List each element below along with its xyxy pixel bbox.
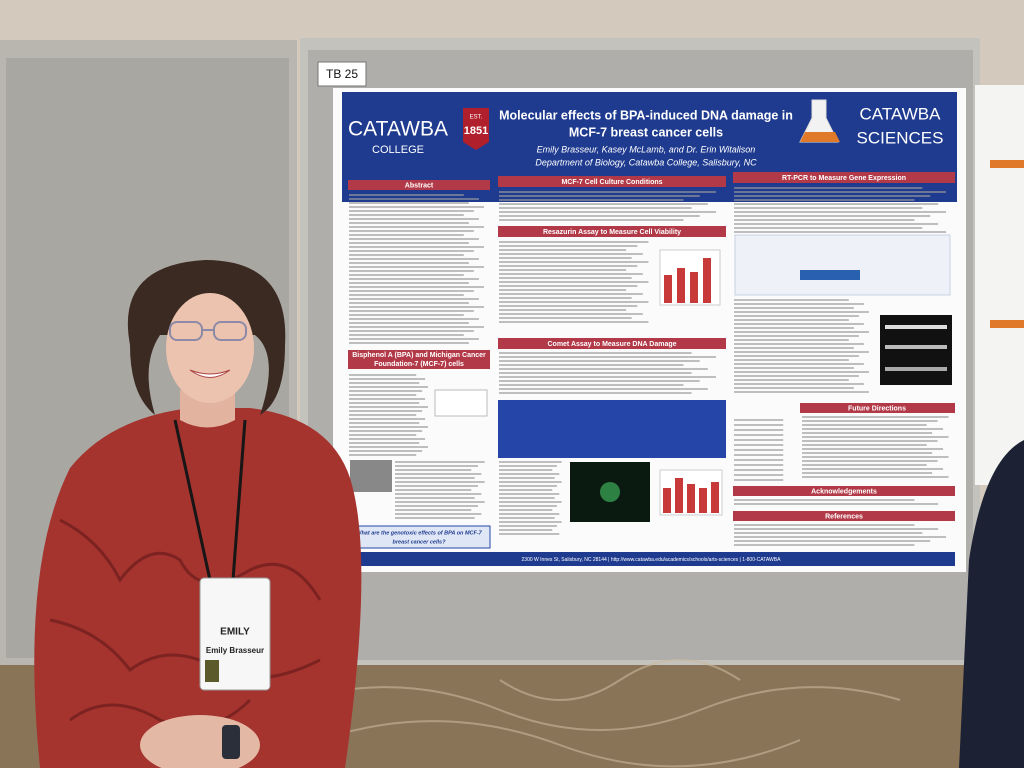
section-header-bar xyxy=(498,176,726,187)
section-header: Bisphenol A (BPA) and Michigan Cancer xyxy=(352,352,486,359)
section-header: RT-PCR to Measure Gene Expression xyxy=(782,175,906,182)
figure-bar xyxy=(687,484,695,513)
logo-shield xyxy=(463,108,489,150)
figure-bar xyxy=(663,488,671,513)
body-text xyxy=(349,187,949,546)
booth-label: TB 25 xyxy=(326,67,358,81)
footer-text: 2300 W Innes St, Salisbury, NC 28144 | h… xyxy=(522,557,782,563)
logo-name: CATAWBA xyxy=(348,118,448,141)
smile xyxy=(189,369,231,378)
logo-right: SCIENCES xyxy=(857,128,944,147)
section-header-bar xyxy=(348,350,490,369)
booth-label-card xyxy=(317,61,367,87)
badge-full-name: Emily Brasseur xyxy=(206,646,264,655)
section-header-bar xyxy=(348,180,490,190)
poster-affiliation: Department of Biology, Catawba College, … xyxy=(535,157,757,167)
section-header: References xyxy=(825,513,863,520)
figure-bar xyxy=(664,275,672,303)
question: What are the genotoxic effects of BPA on… xyxy=(356,530,482,536)
section-header: Acknowledgements xyxy=(811,488,877,495)
logo-right: CATAWBA xyxy=(860,104,942,123)
glasses xyxy=(169,321,247,341)
logo-est: EST. xyxy=(470,115,483,121)
section-header-bar xyxy=(498,226,726,237)
watch xyxy=(222,725,240,759)
section-header-bar xyxy=(733,486,955,496)
figure-bar xyxy=(703,258,711,303)
hair xyxy=(127,260,286,415)
section-header: MCF-7 Cell Culture Conditions xyxy=(561,179,662,186)
figure-bar xyxy=(690,272,698,303)
figure-bar xyxy=(711,482,719,513)
comet-cell xyxy=(600,482,620,502)
bpa-structure xyxy=(434,389,488,417)
section-header: Resazurin Assay to Measure Cell Viabilit… xyxy=(543,229,681,236)
logo-year: 1851 xyxy=(464,125,488,137)
logo-sub: COLLEGE xyxy=(372,144,424,156)
rtpcr-arrow xyxy=(800,270,860,280)
figure-bar xyxy=(675,478,683,513)
lanyard xyxy=(173,419,247,581)
poster-authors: Emily Brasseur, Kasey McLamb, and Dr. Er… xyxy=(537,144,756,154)
section-header: Foundation-7 (MCF-7) cells xyxy=(374,361,464,368)
dress xyxy=(34,408,362,768)
poster-title: MCF-7 breast cancer cells xyxy=(569,125,723,139)
hair-fringe xyxy=(150,275,270,300)
gel-band xyxy=(885,325,947,329)
neighbour-poster xyxy=(975,85,1024,485)
section-header-bar xyxy=(733,172,955,183)
neighbour-header xyxy=(990,320,1024,328)
face xyxy=(166,293,254,403)
gel-band xyxy=(885,367,947,371)
section-header: Comet Assay to Measure DNA Damage xyxy=(547,341,676,348)
carpet-pattern xyxy=(299,659,901,768)
flask-liquid xyxy=(800,132,840,142)
section-header-bar xyxy=(800,403,955,413)
section-header-bar xyxy=(733,511,955,521)
gel-band xyxy=(885,345,947,349)
badge-logo xyxy=(205,660,219,682)
figure-bar xyxy=(699,488,707,513)
question: breast cancer cells? xyxy=(393,539,447,545)
section-header: Abstract xyxy=(405,182,434,189)
rtpcr-diagram xyxy=(734,234,951,296)
poster-title: Molecular effects of BPA-induced DNA dam… xyxy=(499,108,793,122)
comet-diagram xyxy=(498,400,726,458)
badge-first-name: EMILY xyxy=(220,627,250,638)
section-header-bar xyxy=(498,338,726,349)
other-person xyxy=(959,440,1024,768)
section-header: Future Directions xyxy=(848,405,906,412)
poster-footer xyxy=(348,552,955,566)
cell-image xyxy=(350,460,392,492)
figure-bar xyxy=(677,268,685,303)
neighbour-header xyxy=(990,160,1024,168)
